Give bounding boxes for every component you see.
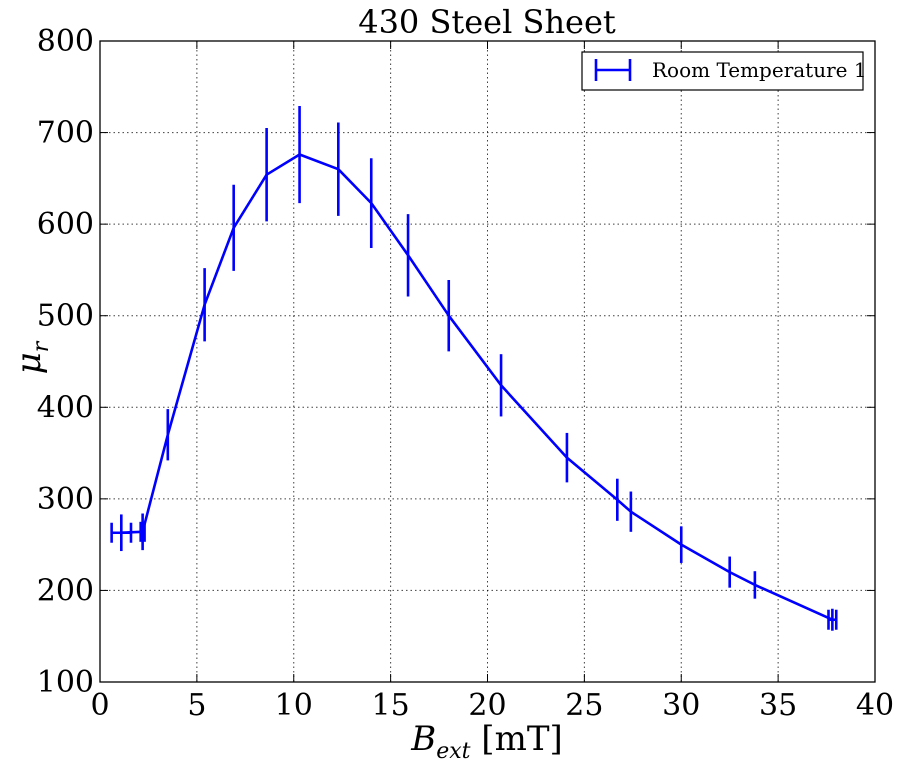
x-tick-label: 30 — [662, 688, 700, 723]
x-tick-label: 40 — [856, 688, 894, 723]
x-tick-label: 25 — [565, 688, 603, 723]
axis-ticks: 0 5 10 15 20 25 30 35 40 100 200 300 400 500 600 700 800 — [37, 24, 894, 723]
chart-title: 430 Steel Sheet — [358, 3, 616, 41]
x-tick-label: 0 — [90, 688, 109, 723]
data-point — [139, 513, 146, 551]
legend: Room Temperature 1 — [581, 51, 867, 91]
data-point — [110, 514, 133, 552]
data-point — [827, 608, 838, 631]
y-tick-label: 400 — [37, 390, 94, 425]
y-tick-label: 600 — [37, 207, 94, 242]
x-axis-title: Bext [mT] — [410, 719, 563, 764]
x-tick-label: 20 — [468, 688, 506, 723]
y-tick-label: 500 — [37, 299, 94, 334]
y-tick-label: 800 — [37, 24, 94, 59]
x-tick-label: 10 — [275, 688, 313, 723]
data-series — [110, 106, 838, 631]
y-tick-label: 700 — [37, 116, 94, 151]
y-tick-label: 200 — [37, 573, 94, 608]
y-tick-label: 300 — [37, 482, 94, 517]
x-tick-label: 15 — [372, 688, 410, 723]
y-axis-title: μr — [9, 340, 54, 374]
legend-label: Room Temperature 1 — [652, 58, 867, 82]
grid — [100, 41, 875, 682]
y-tick-label: 100 — [37, 665, 94, 700]
legend-marker — [594, 59, 632, 81]
x-tick-label: 5 — [187, 688, 206, 723]
x-tick-label: 35 — [759, 688, 797, 723]
